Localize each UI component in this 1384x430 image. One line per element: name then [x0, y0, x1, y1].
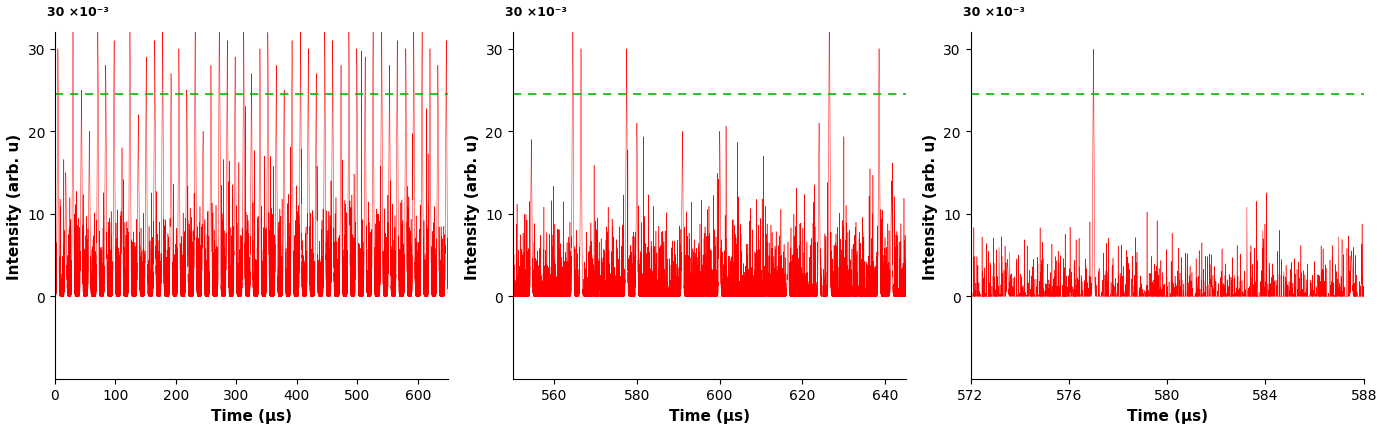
- X-axis label: Time (μs): Time (μs): [668, 408, 750, 423]
- Text: 30 ×10⁻³: 30 ×10⁻³: [47, 6, 109, 19]
- Y-axis label: Intensity (arb. u): Intensity (arb. u): [465, 133, 480, 279]
- Text: 30 ×10⁻³: 30 ×10⁻³: [963, 6, 1024, 19]
- Text: 30 ×10⁻³: 30 ×10⁻³: [505, 6, 566, 19]
- X-axis label: Time (μs): Time (μs): [210, 408, 292, 423]
- Y-axis label: Intensity (arb. u): Intensity (arb. u): [923, 133, 937, 279]
- Y-axis label: Intensity (arb. u): Intensity (arb. u): [7, 133, 22, 279]
- X-axis label: Time (μs): Time (μs): [1127, 408, 1208, 423]
